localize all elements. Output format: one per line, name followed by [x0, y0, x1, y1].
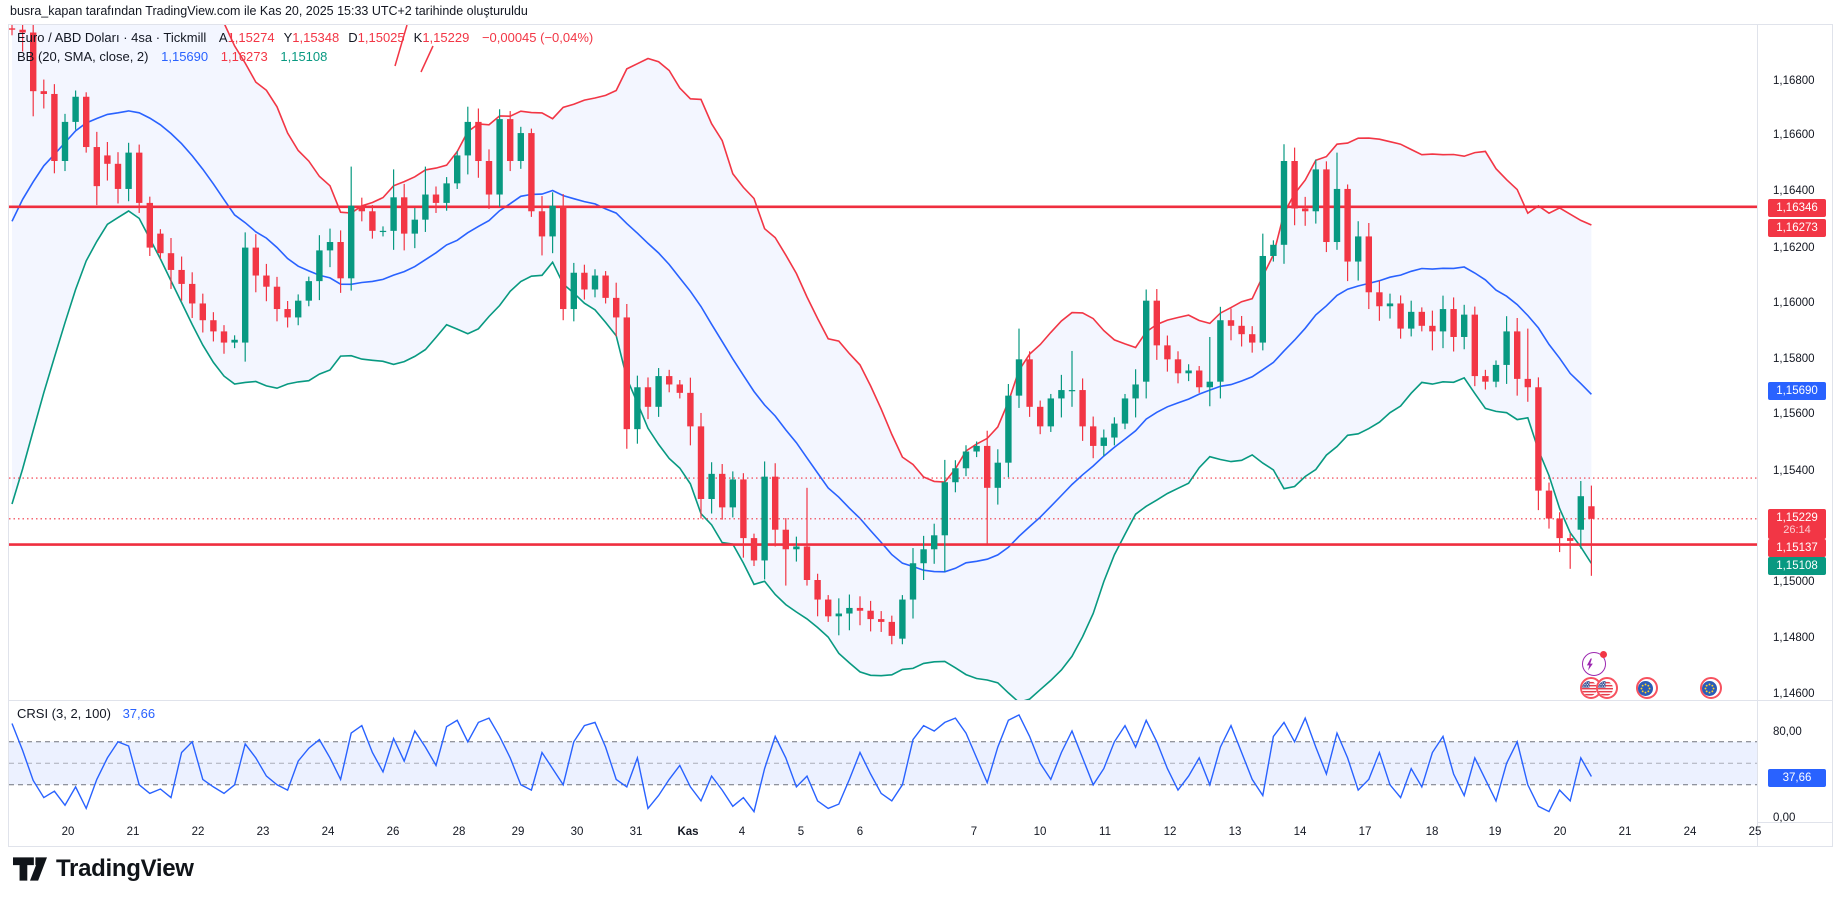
candles	[9, 25, 1595, 645]
price-badge: 1,15137	[1768, 539, 1826, 557]
price-badge-value: 1,15137	[1776, 542, 1818, 554]
time-tick-label: 5	[797, 826, 805, 838]
price-tick-label: 1,15600	[1773, 408, 1815, 420]
time-tick-label: 11	[1099, 826, 1111, 838]
time-tick-label: 20	[61, 826, 75, 838]
bb-indicator-label[interactable]: BB (20, SMA, close, 2)	[17, 49, 149, 64]
price-tick-label: 1,14600	[1773, 688, 1815, 700]
time-tick-label: 30	[570, 826, 584, 838]
time-scale[interactable]: 20 21 22 23 24 26 28 29 30 31 Kas 4 5 6 7 10 11 12 13 14 17 1…	[9, 822, 1761, 846]
time-tick-label: 13	[1228, 826, 1242, 838]
price-badge-value: 1,15690	[1776, 385, 1818, 397]
price-tick-label: 1,16800	[1773, 75, 1815, 87]
time-tick-label: 12	[1163, 826, 1177, 838]
price-badge-value: 1,15229	[1776, 512, 1818, 524]
time-tick-label: 29	[511, 826, 525, 838]
price-badge-value: 1,16273	[1776, 222, 1818, 234]
crsi-pane[interactable]	[9, 700, 1757, 822]
ohlc-item: K1,15229	[413, 30, 470, 45]
time-tick-label: 6	[856, 826, 864, 838]
price-axis-separator	[1757, 25, 1758, 846]
time-tick-label: 20	[1553, 826, 1567, 838]
time-tick-label: 26	[386, 826, 400, 838]
time-tick-label: 19	[1488, 826, 1502, 838]
bb-lower-value: 1,15108	[280, 49, 328, 64]
symbol-legend[interactable]: Euro / ABD Doları · 4sa · Tickmill A1,15…	[17, 28, 593, 66]
time-tick-label: 17	[1358, 826, 1372, 838]
change-value: −0,00045 (−0,04%)	[481, 30, 594, 45]
chart-container[interactable]: Euro / ABD Doları · 4sa · Tickmill A1,15…	[8, 24, 1833, 847]
time-tick-label: Kas	[677, 826, 699, 838]
bb-legend-row: BB (20, SMA, close, 2) 1,15690 1,16273 1…	[17, 47, 593, 66]
price-tick-label: 80,00	[1773, 726, 1802, 738]
price-badge: 1,16273	[1768, 219, 1826, 237]
crsi-legend[interactable]: CRSI (3, 2, 100) 37,66	[17, 706, 155, 721]
crsi-badge: 37,66	[1768, 769, 1826, 787]
time-tick-label: 10	[1033, 826, 1047, 838]
tradingview-logo-text: TradingView	[56, 855, 194, 882]
time-tick-label: 24	[321, 826, 335, 838]
time-tick-label: 25	[1748, 826, 1762, 838]
time-tick-label: 23	[256, 826, 270, 838]
price-tick-label: 1,16600	[1773, 129, 1815, 141]
ohlc-item: Y1,15348	[283, 30, 340, 45]
price-tick-label: 1,16400	[1773, 185, 1815, 197]
time-tick-label: 24	[1683, 826, 1697, 838]
price-tick-label: 1,15000	[1773, 576, 1815, 588]
price-badge: 1,15690	[1768, 382, 1826, 400]
price-tick-label: 1,16200	[1773, 242, 1815, 254]
ohlc-values: A1,15274 Y1,15348 D1,15025 K1,15229	[210, 30, 469, 45]
price-badge: 1,16346	[1768, 199, 1826, 217]
ohlc-item: D1,15025	[348, 30, 405, 45]
bb-upper-value: 1,16273	[220, 49, 268, 64]
price-badge: 1,15229 26:14	[1768, 509, 1826, 539]
time-tick-label: 21	[126, 826, 140, 838]
eu-flag-event-icon[interactable]	[1636, 677, 1658, 699]
time-tick-label: 21	[1618, 826, 1632, 838]
time-tick-label: 28	[452, 826, 466, 838]
snapshot-attribution: busra_kapan tarafından TradingView.com i…	[10, 4, 528, 18]
bar-countdown: 26:14	[1783, 524, 1811, 536]
crsi-value: 37,66	[122, 706, 156, 721]
symbol-title[interactable]: Euro / ABD Doları · 4sa · Tickmill	[17, 30, 207, 45]
time-tick-label: 18	[1425, 826, 1439, 838]
tradingview-logo: TradingView	[13, 855, 194, 883]
price-badge-value: 1,15108	[1776, 560, 1818, 572]
time-tick-label: 4	[738, 826, 746, 838]
price-scale[interactable]: 1,16800 1,16600 1,16400 1,16200 1,16000 1,158…	[1765, 25, 1832, 846]
bb-basis-value: 1,15690	[161, 49, 209, 64]
tradingview-logo-icon	[13, 857, 47, 881]
pane-separator[interactable]	[9, 700, 1832, 701]
time-tick-label: 14	[1293, 826, 1307, 838]
crsi-label: CRSI (3, 2, 100)	[17, 706, 111, 721]
symbol-legend-row: Euro / ABD Doları · 4sa · Tickmill A1,15…	[17, 28, 593, 47]
price-pane[interactable]	[9, 25, 1757, 700]
time-tick-label: 7	[970, 826, 978, 838]
price-badge: 1,15108	[1768, 557, 1826, 575]
price-tick-label: 1,16000	[1773, 297, 1815, 309]
price-tick-label: 1,15400	[1773, 465, 1815, 477]
event-alert-dot	[1600, 651, 1607, 658]
ohlc-item: A1,15274	[218, 30, 275, 45]
price-tick-label: 1,14800	[1773, 632, 1815, 644]
economic-event-icon[interactable]	[1582, 651, 1607, 676]
price-tick-label: 1,15800	[1773, 353, 1815, 365]
eu-flag-event-icon[interactable]	[1700, 677, 1722, 699]
us-flag-event-icon[interactable]	[1596, 677, 1618, 699]
time-tick-label: 31	[629, 826, 643, 838]
time-tick-label: 22	[191, 826, 205, 838]
price-tick-label: 0,00	[1773, 812, 1796, 824]
price-badge-value: 1,16346	[1776, 202, 1818, 214]
